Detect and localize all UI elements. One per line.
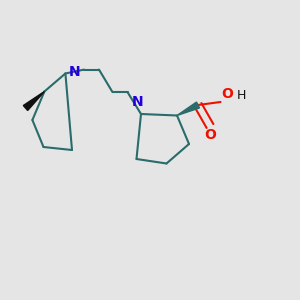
- Polygon shape: [177, 102, 200, 116]
- Text: N: N: [132, 95, 144, 109]
- Text: H: H: [237, 89, 246, 103]
- Text: N: N: [69, 65, 80, 79]
- Text: O: O: [204, 128, 216, 142]
- Polygon shape: [23, 92, 44, 110]
- Text: O: O: [221, 88, 233, 101]
